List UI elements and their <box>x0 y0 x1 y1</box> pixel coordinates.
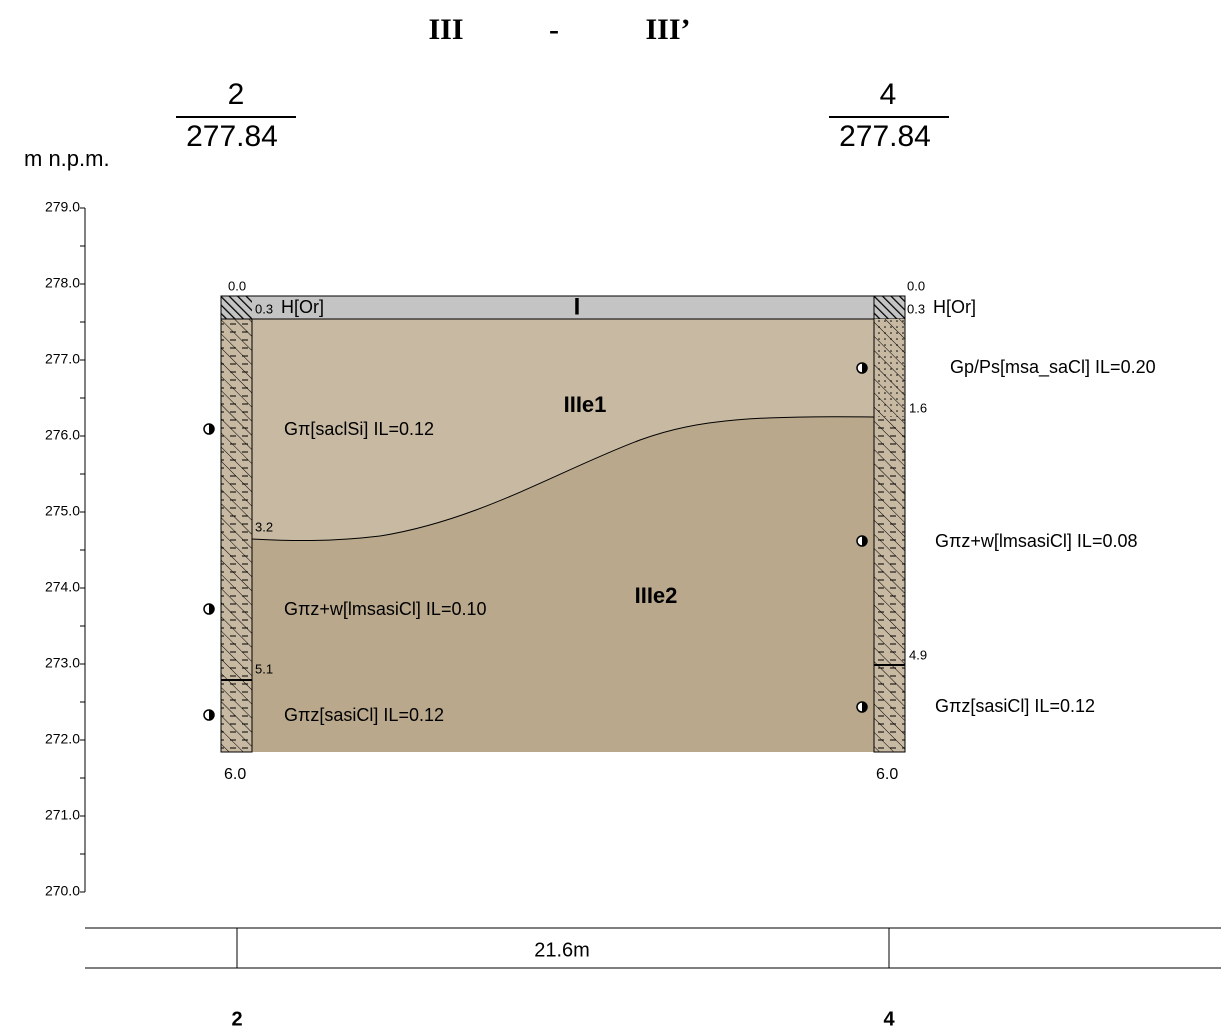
depth: 0.3 <box>907 301 925 316</box>
depth: 6.0 <box>224 766 246 783</box>
layer-label: Gπz[sasiCl] IL=0.12 <box>935 696 1095 716</box>
depth: 0.0 <box>228 278 246 293</box>
column-top <box>221 296 252 319</box>
layer-label: Gπ[saclSi] IL=0.12 <box>284 419 434 439</box>
borehole-elevation: 277.84 <box>839 120 931 153</box>
distance: 21.6m <box>534 939 590 961</box>
column-dash <box>874 417 905 752</box>
column-dash <box>221 319 252 752</box>
depth: 1.6 <box>909 400 927 415</box>
footer-label: 4 <box>883 1008 895 1030</box>
layer-label: Gπz+w[lmsasiCl] IL=0.10 <box>284 599 487 619</box>
axis-label: m n.p.m. <box>24 146 110 171</box>
cross-section: III - III’ 2 277.84 4 277.84 m n.p.m. 27… <box>0 0 1221 1032</box>
tick-label: 277.0 <box>45 351 80 367</box>
title-separator: - <box>549 13 559 46</box>
borehole-elevation: 277.84 <box>186 120 278 153</box>
tick-label: 279.0 <box>45 199 80 215</box>
layer-label: Gp/Ps[msa_saCl] IL=0.20 <box>950 357 1156 378</box>
title-right: III’ <box>645 13 690 46</box>
tick-label: 278.0 <box>45 275 80 291</box>
footer-label: 2 <box>231 1008 242 1030</box>
depth: 0.3 <box>255 301 273 316</box>
top-layer: H[Or] <box>281 297 324 317</box>
tick-label: 276.0 <box>45 427 80 443</box>
top-layer: H[Or] <box>933 297 976 317</box>
depth: 4.9 <box>909 647 927 662</box>
title-left: III <box>428 13 463 46</box>
surface-marker: I <box>574 293 581 320</box>
tick-label: 275.0 <box>45 503 80 519</box>
depth: 6.0 <box>876 766 898 783</box>
tick-label: 274.0 <box>45 579 80 595</box>
unit-label: IIIe1 <box>564 392 607 417</box>
axis: 279.0 278.0 277.0 276.0 275.0 274.0 273.0 272.0… <box>45 199 85 899</box>
tick-label: 272.0 <box>45 731 80 747</box>
depth: 5.1 <box>255 661 273 676</box>
tick-label: 270.0 <box>45 883 80 899</box>
layer-label: Gπz+w[lmsasiCl] IL=0.08 <box>935 531 1138 551</box>
borehole-name: 2 <box>228 78 245 111</box>
tick-label: 271.0 <box>45 807 80 823</box>
depth: 3.2 <box>255 519 273 534</box>
depth: 0.0 <box>907 278 925 293</box>
borehole-name: 4 <box>880 78 897 111</box>
unit-label: IIIe2 <box>635 583 678 608</box>
tick-label: 273.0 <box>45 655 80 671</box>
column-top <box>874 296 905 319</box>
layer-label: Gπz[sasiCl] IL=0.12 <box>284 705 444 725</box>
